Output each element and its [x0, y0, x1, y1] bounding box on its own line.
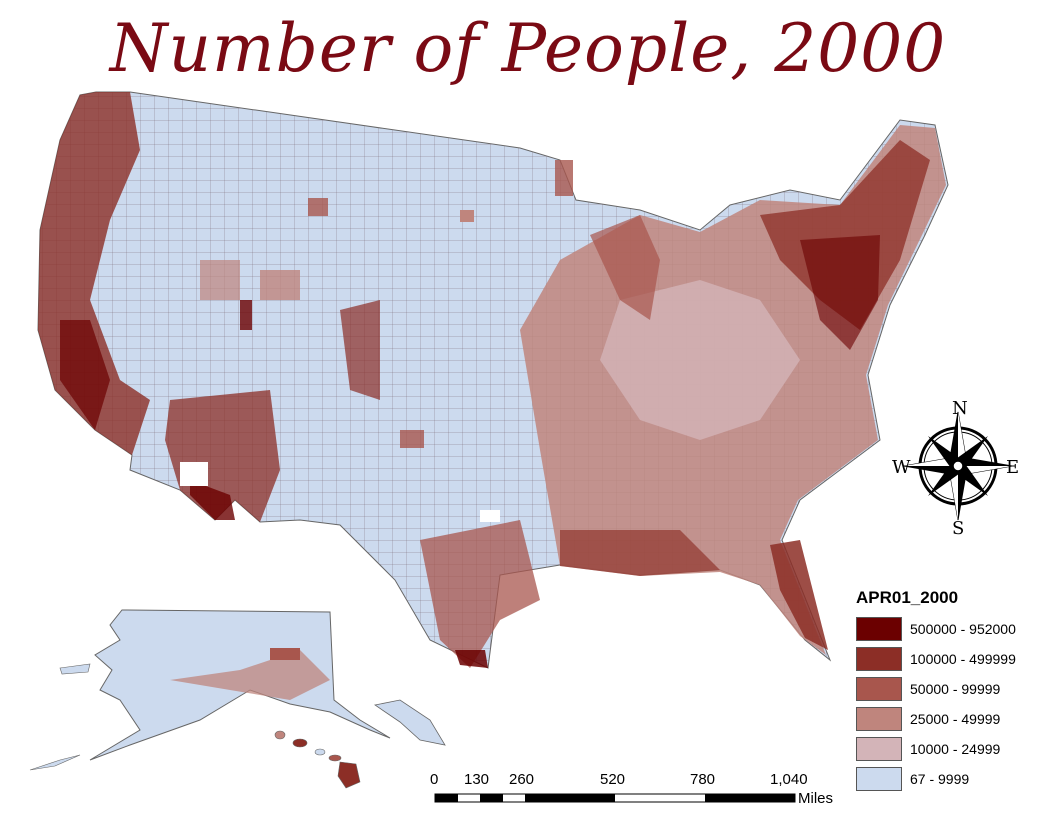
legend-label: 50000 - 99999 — [910, 681, 1001, 697]
legend-label: 25000 - 49999 — [910, 711, 1001, 727]
scale-tick-5: 1,040 — [770, 771, 808, 788]
hawaii — [274, 730, 361, 789]
scale-tick-3: 520 — [600, 771, 625, 788]
legend-swatch — [856, 647, 902, 671]
compass-north-letter: N — [952, 398, 968, 419]
compass-west-letter: W — [892, 457, 911, 478]
legend-swatch — [856, 677, 902, 701]
compass-south-letter: S — [952, 518, 964, 539]
scale-tick-2: 260 — [509, 771, 534, 788]
legend-swatch — [856, 737, 902, 761]
legend-item: 10000 - 24999 — [856, 736, 1056, 762]
scale-unit: Miles — [798, 790, 833, 807]
compass-rose: N S E W — [892, 398, 1019, 539]
alaska — [29, 609, 446, 771]
legend-label: 500000 - 952000 — [910, 621, 1016, 637]
legend-item: 100000 - 499999 — [856, 646, 1056, 672]
legend-title: APR01_2000 — [856, 588, 959, 607]
legend-label: 10000 - 24999 — [910, 741, 1001, 757]
legend-swatch — [856, 707, 902, 731]
map-title: Number of People, 2000 — [109, 10, 947, 87]
legend: APR01_2000 500000 - 952000 100000 - 4999… — [856, 588, 1056, 796]
legend-swatch — [856, 617, 902, 641]
legend-label: 67 - 9999 — [910, 771, 970, 787]
legend-item: 25000 - 49999 — [856, 706, 1056, 732]
legend-label: 100000 - 499999 — [910, 651, 1016, 667]
legend-item: 500000 - 952000 — [856, 616, 1056, 642]
scale-bar: 0 130 260 520 780 1,040 Miles — [430, 771, 833, 807]
legend-item: 67 - 9999 — [856, 766, 1056, 792]
compass-east-letter: E — [1006, 457, 1019, 478]
texas-gulf-population-region — [420, 520, 540, 668]
legend-item: 50000 - 99999 — [856, 676, 1056, 702]
legend-swatch — [856, 767, 902, 791]
contiguous-us — [37, 91, 949, 669]
scale-tick-4: 780 — [690, 771, 715, 788]
scale-tick-0: 0 — [430, 771, 438, 788]
scale-tick-1: 130 — [464, 771, 489, 788]
